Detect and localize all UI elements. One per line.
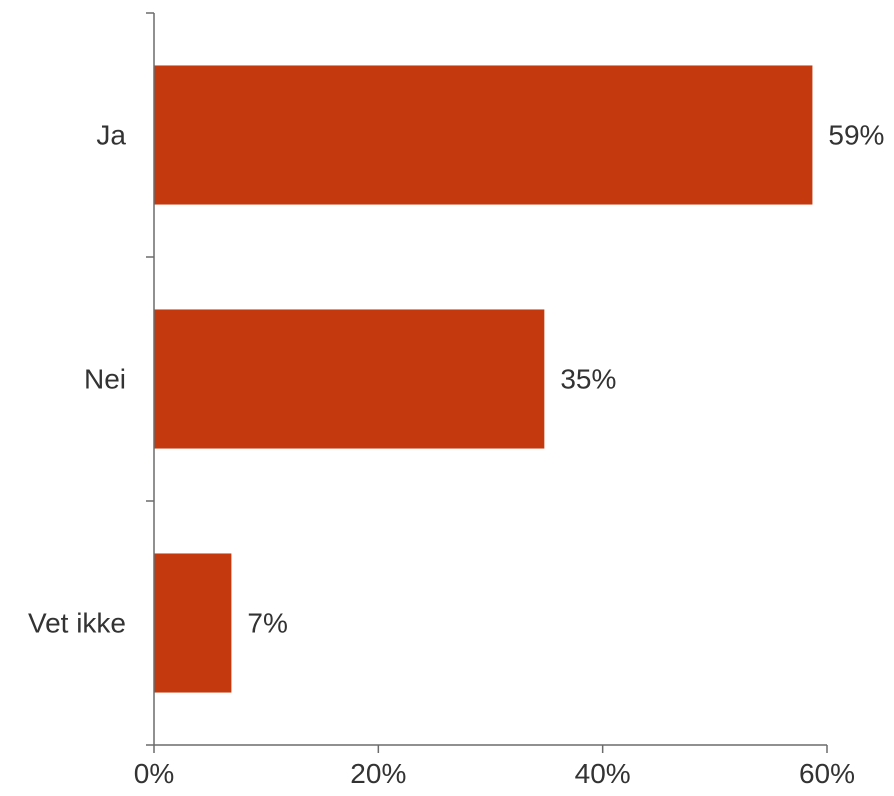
data-label: 7% xyxy=(247,608,287,639)
x-tick-label: 60% xyxy=(799,758,855,789)
category-label: Vet ikke xyxy=(28,608,126,639)
data-label: 35% xyxy=(560,364,616,395)
bars-group xyxy=(154,65,813,693)
bar xyxy=(154,309,545,449)
category-label: Ja xyxy=(96,120,126,151)
axes-group xyxy=(146,12,828,753)
x-tick-label: 20% xyxy=(350,758,406,789)
x-tick-label: 40% xyxy=(575,758,631,789)
x-tick-label: 0% xyxy=(134,758,174,789)
bar xyxy=(154,553,232,693)
category-label: Nei xyxy=(84,364,126,395)
data-label: 59% xyxy=(828,120,884,151)
bar xyxy=(154,65,813,205)
labels-group: Ja 59% Nei 35% Vet ikke 7% 0% 20% 40% 60% xyxy=(28,120,885,790)
